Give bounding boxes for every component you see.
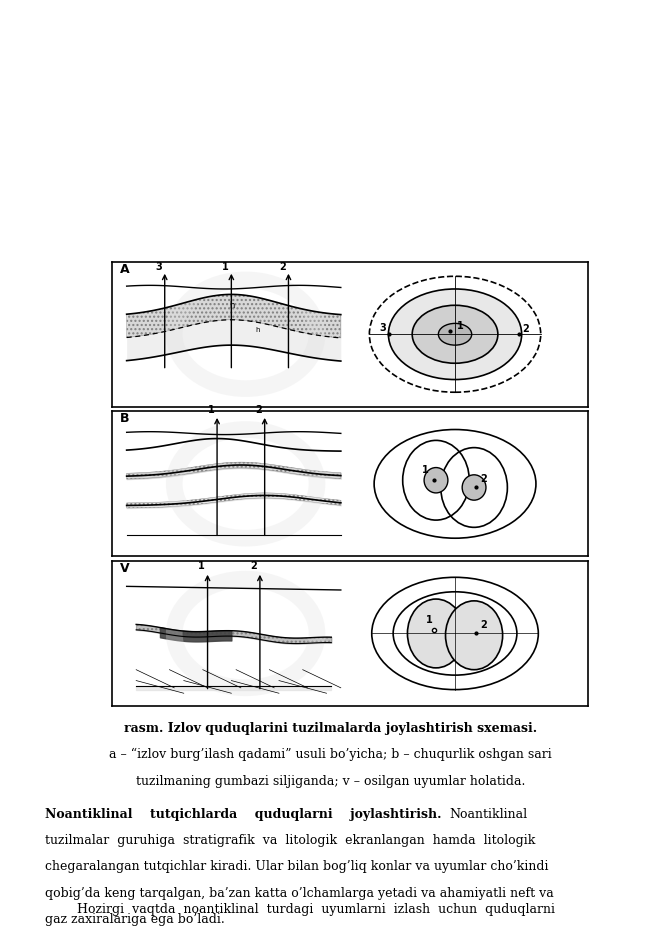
Ellipse shape [462, 475, 486, 500]
Text: a – “izlov burg’ilash qadami” usuli bo’yicha; b – chuqurlik oshgan sari: a – “izlov burg’ilash qadami” usuli bo’y… [109, 748, 552, 761]
Ellipse shape [446, 601, 502, 669]
Text: rasm. Izlov quduqlarini tuzilmalarda joylashtirish sxemasi.: rasm. Izlov quduqlarini tuzilmalarda joy… [124, 722, 537, 735]
Text: Hozirgi  vaqtda  noantiklinal  turdagi  uyumlarni  izlash  uchun  quduqlarni: Hozirgi vaqtda noantiklinal turdagi uyum… [45, 903, 555, 916]
Text: 1: 1 [208, 405, 214, 415]
Text: chegaralangan tutqichlar kiradi. Ular bilan bog’liq konlar va uyumlar cho’kindi: chegaralangan tutqichlar kiradi. Ular bi… [45, 860, 549, 873]
Text: 3: 3 [155, 262, 162, 272]
Text: 1: 1 [222, 262, 229, 272]
Text: B: B [120, 412, 129, 425]
Ellipse shape [389, 289, 522, 380]
Text: gaz zaxiralariga ega bo’ladi.: gaz zaxiralariga ega bo’ladi. [45, 913, 225, 926]
Ellipse shape [424, 468, 448, 493]
Text: Noantiklinal    tutqichlarda    quduqlarni    joylashtirish.: Noantiklinal tutqichlarda quduqlarni joy… [45, 808, 442, 821]
Text: 2: 2 [480, 620, 486, 630]
Ellipse shape [438, 324, 472, 345]
Ellipse shape [407, 599, 465, 668]
Text: 3: 3 [380, 323, 387, 333]
Text: 2: 2 [523, 324, 529, 335]
Text: h: h [255, 327, 260, 334]
Text: 2: 2 [480, 474, 486, 484]
Text: tuzilmalar  guruhiga  stratigrafik  va  litologik  ekranlangan  hamda  litologik: tuzilmalar guruhiga stratigrafik va lito… [45, 834, 535, 847]
Text: 1: 1 [426, 615, 432, 626]
Text: A: A [120, 263, 129, 276]
Text: 2: 2 [255, 405, 262, 415]
Text: 1: 1 [422, 465, 428, 475]
Text: tuzilmaning gumbazi siljiganda; v – osilgan uyumlar holatida.: tuzilmaning gumbazi siljiganda; v – osil… [136, 774, 525, 787]
Text: 1: 1 [457, 321, 464, 331]
Text: 1: 1 [198, 561, 205, 571]
Text: Noantiklinal: Noantiklinal [449, 808, 527, 821]
Text: V: V [120, 562, 129, 575]
Text: qobig’da keng tarqalgan, ba’zan katta o’lchamlarga yetadi va ahamiyatli neft va: qobig’da keng tarqalgan, ba’zan katta o’… [45, 886, 554, 899]
Text: 2: 2 [251, 561, 257, 571]
Text: h: h [229, 301, 235, 310]
Ellipse shape [412, 305, 498, 364]
Text: 2: 2 [279, 262, 286, 272]
